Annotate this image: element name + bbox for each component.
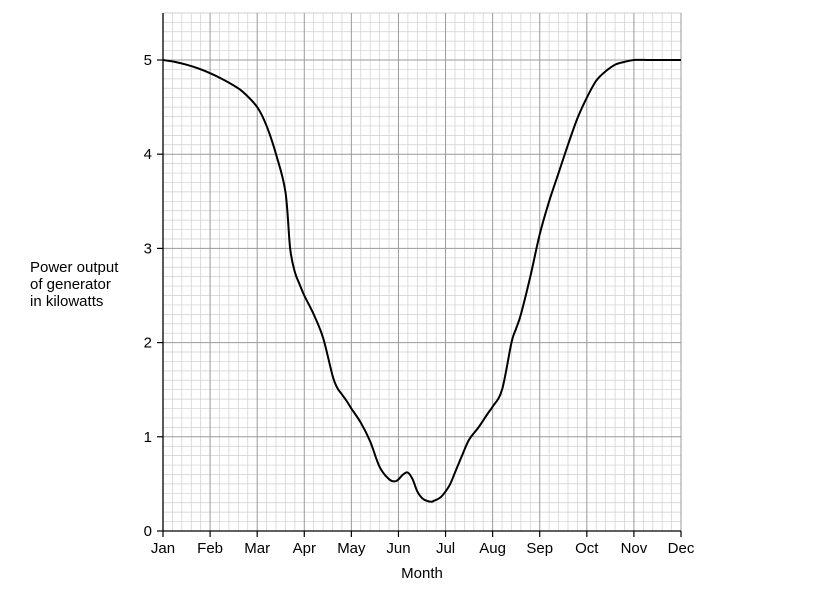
x-axis-label: Month <box>401 565 443 582</box>
y-axis-label-line-2: of generator <box>30 276 111 293</box>
axes <box>162 13 681 532</box>
x-tick-label: Apr <box>293 540 316 557</box>
y-axis-label: Power output of generator in kilowatts <box>30 259 118 310</box>
x-tick-label: Aug <box>479 540 506 557</box>
y-tick-label: 1 <box>144 429 152 446</box>
x-tick-label: Mar <box>244 540 270 557</box>
y-ticks: 0 1 2 3 4 5 <box>144 52 163 540</box>
y-tick-label: 0 <box>144 523 152 540</box>
x-tick-label: Jun <box>386 540 410 557</box>
y-tick-label: 2 <box>144 335 152 352</box>
power-output-line <box>162 58 681 503</box>
x-tick-label: Oct <box>575 540 599 557</box>
x-tick-label: Feb <box>197 540 223 557</box>
x-tick-label: Sep <box>526 540 553 557</box>
major-grid <box>162 13 682 532</box>
y-tick-label: 5 <box>144 52 152 69</box>
x-tick-label: Jan <box>151 540 175 557</box>
y-tick-label: 4 <box>144 146 152 163</box>
minor-grid <box>163 12 681 531</box>
y-tick-label: 3 <box>144 240 152 257</box>
y-axis-label-line-3: in kilowatts <box>30 293 104 310</box>
x-tick-label: Nov <box>621 540 648 557</box>
x-tick-label: Jul <box>436 540 455 557</box>
x-tick-label: Dec <box>668 540 695 557</box>
y-axis-label-line-1: Power output <box>30 259 119 276</box>
x-ticks: Jan Feb Mar Apr May Jun Jul Aug Sep Oct Nov Dec <box>151 531 695 557</box>
x-tick-label: May <box>337 540 366 557</box>
